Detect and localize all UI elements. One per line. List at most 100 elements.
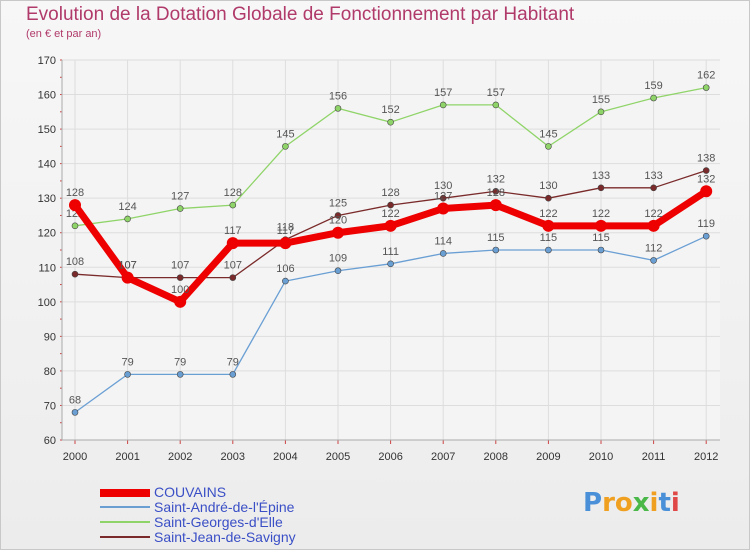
- legend: COUVAINS Saint-André-de-l'Épine Saint-Ge…: [100, 485, 360, 545]
- data-label-couvains: 120: [329, 215, 347, 227]
- data-label-saint-jean-de-savigny: 133: [644, 170, 662, 182]
- legend-item-saint-jean[interactable]: Saint-Jean-de-Savigny: [100, 530, 360, 545]
- data-label-saint-andre-de-l-epine: 112: [645, 242, 663, 254]
- logo-letter: P: [583, 488, 603, 518]
- data-label-couvains: 122: [644, 208, 662, 220]
- y-tick-label: 120: [38, 228, 56, 240]
- chart-title: Evolution de la Dotation Globale de Fonc…: [26, 4, 575, 25]
- data-label-couvains: 107: [118, 260, 136, 272]
- data-point-saint-jean-de-savigny: [492, 187, 500, 195]
- data-label-couvains: 128: [66, 187, 84, 199]
- chart-subtitle: (en € et par an): [26, 28, 102, 40]
- y-tick-label: 170: [38, 55, 56, 67]
- data-point-couvains: [595, 219, 607, 232]
- y-tick-label: 60: [44, 435, 56, 447]
- legend-label-saint-georges: Saint-Georges-d'Elle: [154, 514, 283, 530]
- data-label-saint-andre-de-l-epine: 115: [540, 232, 558, 244]
- data-label-saint-georges-d-elle: 162: [697, 70, 715, 82]
- legend-item-saint-georges[interactable]: Saint-Georges-d'Elle: [100, 515, 360, 530]
- data-label-saint-andre-de-l-epine: 114: [434, 235, 452, 247]
- data-label-saint-georges-d-elle: 152: [381, 104, 399, 116]
- logo-letter: x: [632, 488, 650, 518]
- logo-letter: i: [670, 488, 680, 518]
- data-label-saint-andre-de-l-epine: 115: [487, 232, 505, 244]
- data-point-saint-jean-de-savigny: [545, 194, 552, 202]
- data-label-saint-andre-de-l-epine: 68: [69, 394, 81, 406]
- data-point-saint-georges-d-elle: [71, 222, 79, 230]
- y-tick-label: 70: [44, 400, 56, 412]
- data-point-saint-andre-de-l-epine: [545, 246, 552, 254]
- data-point-saint-jean-de-savigny: [334, 212, 342, 219]
- data-point-saint-andre-de-l-epine: [492, 246, 500, 254]
- data-label-couvains: 122: [539, 208, 557, 220]
- y-tick-label: 130: [38, 193, 56, 205]
- legend-item-couvains[interactable]: COUVAINS: [100, 485, 360, 500]
- y-tick-label: 100: [38, 297, 56, 309]
- x-tick-label: 2010: [589, 451, 613, 463]
- data-label-saint-andre-de-l-epine: 109: [329, 253, 347, 265]
- data-point-saint-jean-de-savigny: [439, 194, 447, 202]
- data-label-saint-andre-de-l-epine: 79: [121, 356, 133, 368]
- data-label-saint-georges-d-elle: 145: [539, 128, 557, 140]
- data-label-saint-georges-d-elle: 124: [118, 201, 136, 213]
- data-point-couvains: [700, 185, 713, 198]
- y-tick-label: 90: [44, 331, 56, 343]
- y-tick-label: 160: [38, 90, 56, 102]
- data-label-saint-andre-de-l-epine: 115: [592, 232, 610, 244]
- data-point-saint-georges-d-elle: [229, 201, 237, 209]
- data-point-couvains: [226, 237, 239, 250]
- data-point-saint-georges-d-elle: [282, 143, 289, 150]
- legend-label-saint-andre: Saint-André-de-l'Épine: [154, 499, 295, 515]
- data-label-saint-georges-d-elle: 156: [329, 90, 347, 102]
- data-point-saint-jean-de-savigny: [71, 270, 79, 278]
- data-point-saint-jean-de-savigny: [387, 201, 394, 209]
- data-point-saint-georges-d-elle: [597, 108, 605, 116]
- data-label-couvains: 117: [224, 225, 242, 237]
- logo-letter: i: [649, 488, 659, 518]
- data-label-couvains: 132: [697, 173, 715, 185]
- data-point-saint-georges-d-elle: [387, 118, 394, 126]
- legend-swatch-saint-georges: [100, 521, 150, 523]
- data-label-saint-jean-de-savigny: 125: [329, 197, 347, 209]
- legend-item-saint-andre[interactable]: Saint-André-de-l'Épine: [100, 500, 360, 515]
- data-label-saint-andre-de-l-epine: 106: [276, 263, 294, 275]
- data-point-saint-andre-de-l-epine: [650, 257, 657, 264]
- data-label-couvains: 117: [277, 225, 295, 237]
- legend-swatch-saint-andre: [100, 506, 150, 508]
- data-point-saint-andre-de-l-epine: [124, 371, 131, 378]
- y-tick-label: 140: [38, 159, 56, 171]
- logo-letter: r: [602, 488, 615, 518]
- data-label-saint-georges-d-elle: 155: [592, 94, 610, 106]
- data-label-saint-jean-de-savigny: 132: [487, 173, 505, 185]
- legend-swatch-couvains: [100, 489, 150, 497]
- data-label-saint-andre-de-l-epine: 111: [382, 246, 399, 258]
- data-label-couvains: 100: [171, 284, 189, 296]
- legend-swatch-saint-jean: [100, 536, 150, 538]
- data-label-couvains: 128: [487, 187, 505, 199]
- data-point-saint-andre-de-l-epine: [597, 246, 605, 254]
- data-label-saint-georges-d-elle: 145: [276, 128, 294, 140]
- data-point-saint-georges-d-elle: [439, 101, 447, 109]
- y-tick-label: 80: [44, 366, 56, 378]
- data-point-saint-jean-de-savigny: [597, 184, 605, 192]
- x-tick-label: 2004: [273, 451, 297, 463]
- legend-label-couvains: COUVAINS: [154, 484, 227, 500]
- data-point-saint-georges-d-elle: [545, 143, 552, 150]
- data-point-couvains: [489, 199, 502, 212]
- data-label-saint-jean-de-savigny: 130: [434, 180, 452, 192]
- x-tick-label: 2011: [642, 451, 666, 463]
- x-tick-label: 2012: [694, 451, 718, 463]
- legend-label-saint-jean: Saint-Jean-de-Savigny: [154, 529, 296, 545]
- data-point-saint-jean-de-savigny: [702, 167, 710, 174]
- data-point-saint-georges-d-elle: [702, 84, 710, 91]
- x-tick-label: 2003: [221, 451, 245, 463]
- y-tick-label: 110: [38, 262, 56, 274]
- data-label-couvains: 122: [592, 208, 610, 220]
- data-label-saint-georges-d-elle: 128: [224, 187, 242, 199]
- data-point-saint-andre-de-l-epine: [439, 250, 447, 257]
- data-label-saint-andre-de-l-epine: 79: [227, 356, 239, 368]
- data-label-saint-jean-de-savigny: 108: [66, 256, 84, 268]
- data-label-saint-jean-de-savigny: 133: [592, 170, 610, 182]
- data-label-saint-georges-d-elle: 159: [644, 80, 662, 92]
